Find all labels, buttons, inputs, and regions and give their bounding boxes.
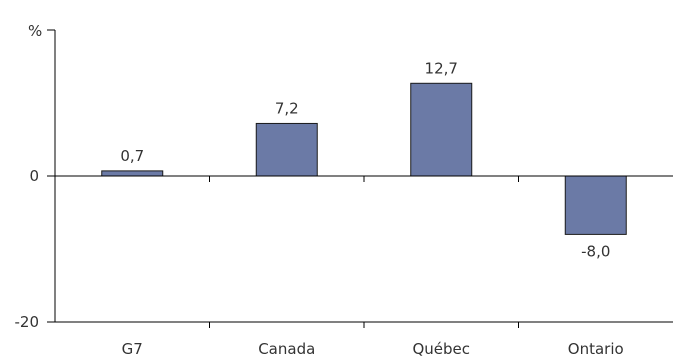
bar-1 xyxy=(101,170,164,177)
data-label: 0,7 xyxy=(120,147,144,165)
data-label: 7,2 xyxy=(275,99,299,117)
x-category-label: Ontario xyxy=(568,340,624,358)
x-category-label: Canada xyxy=(258,340,315,358)
bar-2 xyxy=(255,122,318,177)
x-category-label: Québec xyxy=(412,340,470,358)
bar-4 xyxy=(564,175,627,235)
data-label: 12,7 xyxy=(425,59,458,77)
x-category-label: G7 xyxy=(122,340,143,358)
y-tick-label: -20 xyxy=(15,313,40,331)
data-label: -8,0 xyxy=(581,242,610,260)
y-axis-unit-label: % xyxy=(28,22,42,40)
bar-3 xyxy=(410,82,473,177)
y-tick-label: 0 xyxy=(29,167,39,185)
chart-marks: -20 0 0,7 G7 7,2 Canada 12,7 Québec -8,0 Ontario xyxy=(15,29,627,358)
